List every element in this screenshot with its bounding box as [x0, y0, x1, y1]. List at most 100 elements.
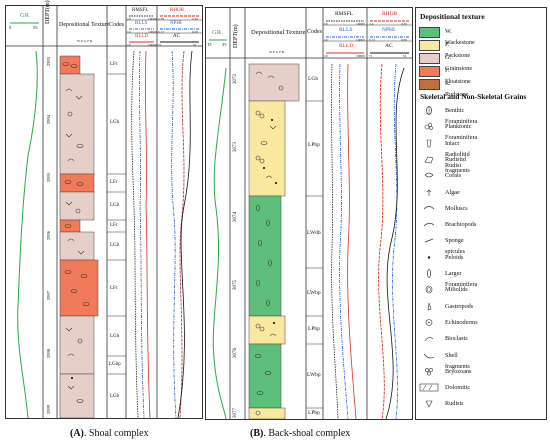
bioclast-icon	[424, 337, 434, 342]
panel-b-codes-header: Codes	[307, 29, 322, 35]
panel-b-rmsfl-max: 10000	[356, 22, 365, 26]
panel-a-rlld-label: RLLD	[135, 34, 149, 39]
legend-grain-label: Echinoderms	[445, 318, 478, 326]
legend-grain-label: Dolomitic	[445, 384, 471, 392]
panel-a-rhob-min: 2.35	[158, 17, 165, 21]
panel-a-texture-header: Depositional Texture	[59, 22, 110, 28]
grainstone-swatch	[419, 53, 440, 64]
legend-grain-label: Peloids	[445, 253, 464, 261]
panel-a-code: LFr	[110, 223, 118, 228]
panel-b-rlld-max: 10000	[356, 54, 365, 58]
panel-a-rhob-max: 2.65	[192, 17, 199, 21]
panel-a-code: LGb	[110, 120, 120, 125]
panel-b-rlls-min: 10	[324, 38, 328, 42]
panel-a-depth: 2999	[46, 405, 51, 414]
panel-b-rlls-label: RLLS	[339, 27, 353, 33]
panel-a-rlld-min: 10	[127, 43, 131, 47]
panel-b-depth: 3076	[233, 348, 238, 358]
panel-a-dept-header: DEPT(m)	[45, 0, 51, 24]
panel-b-code: LPbp	[308, 326, 320, 332]
panel-a-depth: 2996	[46, 231, 51, 240]
panel-b-gr-max: 35	[222, 42, 227, 47]
panel-b-back-shoal-complex: GR 15 35 DEPT(m) Depositional Texture W …	[205, 7, 413, 420]
wackestone-swatch	[419, 27, 440, 38]
mollusc-icon	[423, 205, 435, 210]
panel-b-ac-max: 51	[403, 54, 407, 58]
coral-icon	[424, 172, 434, 178]
panel-a-ac-max: 51	[193, 43, 197, 47]
legend-grain-label: Shell fragments	[445, 351, 470, 370]
panel-a-code: LFr	[110, 286, 118, 291]
panel-a-rhob-label: RHOB	[170, 8, 184, 13]
panel-b-depth: 3074	[233, 212, 238, 222]
sponge-spicule-icon	[424, 239, 434, 243]
legend-texture-title: Depositional texture	[420, 12, 485, 21]
panel-a-code: LGb	[110, 243, 120, 248]
panel-b-graphics	[206, 8, 412, 419]
panel-a-codes-header: Codes	[109, 22, 124, 28]
panel-a-depth: 2994	[46, 115, 51, 124]
panel-a-code: LFr	[110, 180, 118, 185]
panel-b-depth: 3073	[233, 142, 238, 152]
panel-b-rmsfl-min: 10	[324, 22, 328, 26]
caption-a: (A). Shoal complex	[70, 428, 149, 439]
legend-grain-label: Larger Foraminifera	[445, 270, 478, 288]
panel-b-ac-min: 71	[369, 54, 373, 58]
legend-grain-label: Planktonic Foraminifera	[445, 123, 478, 142]
legend-grain-label: Miliolids	[445, 286, 468, 294]
panel-a-code: LFr	[110, 62, 118, 67]
panel-a-depth: 2998	[46, 349, 51, 358]
panel-a-ac-min: 71	[158, 43, 162, 47]
legend-grain-label: Sponge spicules	[445, 237, 465, 256]
algae-icon	[426, 189, 432, 196]
larger-foram-icon	[427, 269, 431, 278]
panel-b-code: LPbp	[308, 410, 320, 416]
panel-b-code: LWbp	[307, 372, 321, 378]
shell-fragment-icon	[423, 353, 435, 358]
miliolid-icon	[425, 285, 433, 294]
panel-b-depth: 3077	[233, 408, 238, 418]
panel-a-rlls-max: 10000	[148, 30, 157, 34]
panel-a-rlls-label: RLLS	[135, 21, 148, 26]
brachiopod-icon	[423, 222, 435, 227]
legend-grain-label: Bryozoans	[445, 367, 472, 375]
panel-b-ac-label: AC	[385, 43, 393, 49]
legend-grain-label: Algae	[445, 188, 460, 196]
panel-a-rmsfl-label: RMSFL	[132, 8, 149, 13]
panel-b-dept-header: DEPT(m)	[233, 24, 239, 48]
panel-b-nphi-label: NPHI	[382, 27, 395, 33]
panel-a-depth: 2995	[46, 173, 51, 182]
panel-b-code: LGb	[308, 76, 319, 82]
rudist-icon	[425, 401, 433, 409]
panel-a-ac-label: AC	[173, 34, 180, 39]
panel-a-graphics	[6, 6, 202, 418]
panel-a-gr-max: 55	[33, 25, 38, 30]
gastropod-icon	[427, 302, 432, 311]
panel-a-gr-label: GR	[20, 12, 30, 19]
legend-grain-label: Corals	[445, 172, 462, 180]
legend-grain-label: Molluscs	[445, 204, 468, 212]
panel-a-depth: 2997	[46, 291, 51, 300]
panel-b-rlld-label: RLLD	[339, 43, 354, 49]
legend-grains-title: Skeletal and Non-Skeletal Grains	[420, 92, 527, 101]
panel-b-rhob-label: RHOB	[382, 11, 398, 17]
panel-b-depth: 3075	[233, 280, 238, 290]
legend-grain-label: Intact Radiolitid Rudist	[445, 139, 470, 169]
panel-a-rlld-max: 10000	[148, 43, 157, 47]
panel-a-shoal-complex: GR 5 55 DEPT(m) Depositional Texture W P…	[5, 0, 203, 419]
panel-b-rhob-max: 2.65	[401, 22, 408, 26]
legend-grain-label: Gastropods	[445, 302, 474, 310]
panel-a-texture-scale: W P G F R	[77, 39, 93, 43]
panel-b-texture-header: Depositional Texture	[251, 29, 306, 36]
benthic-foram-icon	[426, 106, 432, 115]
radiolitid-rudist-icon	[426, 139, 432, 147]
caption-b: (B). Back-shoal complex	[250, 428, 351, 439]
panel-b-depth: 3072	[233, 74, 238, 84]
bryozoan-icon	[425, 367, 433, 376]
panel-b-rlld-min: 10	[324, 54, 328, 58]
panel-a-gr-min: 5	[9, 25, 12, 30]
panel-a-code: LGb	[110, 334, 120, 339]
panel-b-texture-scale: W P G F R	[269, 50, 285, 54]
legend-grain-label: Rudistid fragments	[445, 155, 470, 174]
panel-a-depth: 2993	[46, 57, 51, 66]
